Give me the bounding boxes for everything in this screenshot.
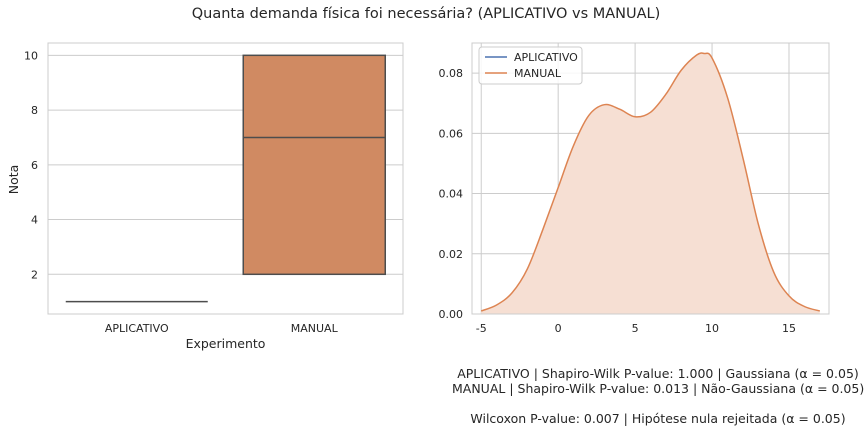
- boxplot-ytick-label: 2: [31, 268, 38, 281]
- density-xtick-label: 15: [782, 322, 796, 335]
- density-ytick-label: 0.04: [439, 188, 464, 201]
- density-series: [480, 52, 821, 314]
- density-ytick-label: 0.08: [439, 67, 464, 80]
- density-axes: 0.00 0.02 0.04 0.06 0.08 -5 0 5 10 15 APLICATIVO …: [439, 42, 830, 335]
- boxplot-frame: [47, 42, 404, 315]
- boxplot-boxes: [65, 54, 386, 303]
- density-frame: [471, 42, 830, 315]
- density-line-manual: [480, 52, 821, 312]
- stats-line-wilcoxon: Wilcoxon P-value: 0.007 | Hipótese nula …: [470, 411, 846, 426]
- boxplot-yticks: 2 4 6 8 10: [24, 49, 38, 281]
- boxplot-xlabel: Experimento: [186, 336, 266, 351]
- boxplot-ytick-label: 10: [24, 49, 38, 62]
- density-xtick-label: 10: [705, 322, 719, 335]
- box-manual: [242, 54, 386, 276]
- boxplot-xtick-label: APLICATIVO: [105, 322, 169, 335]
- density-ytick-label: 0.02: [439, 248, 464, 261]
- stats-line-manual: MANUAL | Shapiro-Wilk P-value: 0.013 | N…: [452, 381, 864, 396]
- legend-label-aplicativo: APLICATIVO: [514, 51, 578, 64]
- density-xtick-label: 0: [555, 322, 562, 335]
- boxplot-axes: 2 4 6 8 10 APLICATIVO MANUAL Experimento Nota: [6, 42, 404, 351]
- legend-label-manual: MANUAL: [514, 67, 562, 80]
- boxplot-ytick-label: 8: [31, 104, 38, 117]
- boxplot-xtick-label: MANUAL: [291, 322, 339, 335]
- density-ytick-label: 0.06: [439, 127, 464, 140]
- density-area-manual: [481, 53, 820, 314]
- boxplot-ytick-label: 6: [31, 159, 38, 172]
- boxplot-ylabel: Nota: [6, 165, 21, 195]
- density-ticks: 0.00 0.02 0.04 0.06 0.08 -5 0 5 10 15: [439, 67, 796, 335]
- density-xtick-label: -5: [476, 322, 487, 335]
- boxplot-ytick-label: 4: [31, 214, 38, 227]
- stats-line-aplicativo: APLICATIVO | Shapiro-Wilk P-value: 1.000…: [457, 366, 859, 381]
- density-xtick-label: 5: [632, 322, 639, 335]
- legend: APLICATIVO MANUAL: [478, 46, 583, 85]
- boxplot-xticks: APLICATIVO MANUAL: [105, 322, 339, 335]
- density-ytick-label: 0.00: [439, 308, 464, 321]
- figure-title: Quanta demanda física foi necessária? (A…: [192, 6, 661, 22]
